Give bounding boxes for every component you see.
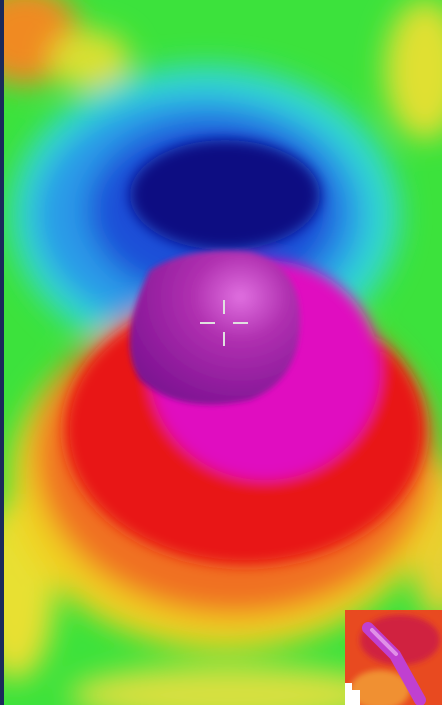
inset-view — [345, 610, 442, 705]
page — [0, 0, 442, 705]
relief-map — [0, 0, 442, 705]
false-color-relief-image — [0, 0, 442, 705]
central-dome — [130, 250, 300, 404]
left-border — [0, 0, 4, 705]
